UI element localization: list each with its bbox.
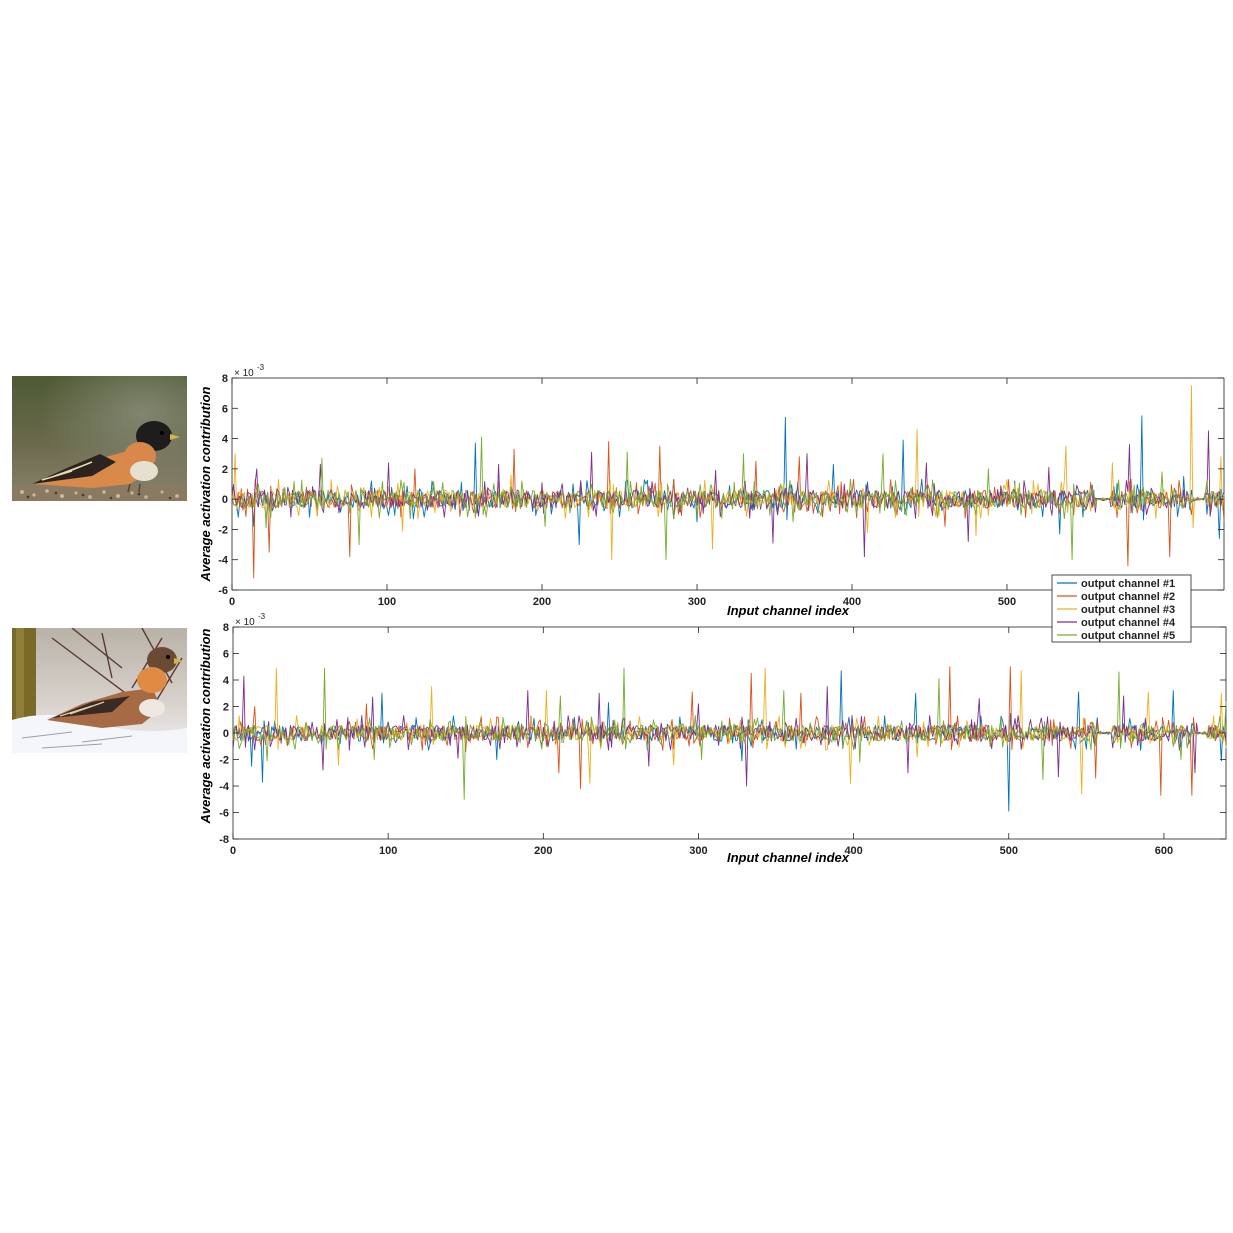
y-tick-label: 0 xyxy=(222,494,228,506)
y-tick-label: -6 xyxy=(218,585,228,597)
legend-label: output channel #5 xyxy=(1081,630,1175,642)
x-tick-label: 100 xyxy=(379,845,397,857)
x-tick-label: 0 xyxy=(230,845,236,857)
x-tick-label: 200 xyxy=(534,845,552,857)
series-group-top xyxy=(231,385,1225,579)
x-tick-label: 300 xyxy=(689,845,707,857)
y-tick-label: -8 xyxy=(219,834,229,846)
y-multiplier-top: × 10 xyxy=(234,368,254,379)
legend-label: output channel #4 xyxy=(1081,617,1176,629)
x-tick-label: 600 xyxy=(1155,845,1173,857)
x-tick-label: 400 xyxy=(844,845,862,857)
y-tick-label: 6 xyxy=(222,403,228,415)
y-ticks-bottom: -8 -6 -4 -2 0 2 4 6 8 xyxy=(219,622,1226,846)
y-tick-label: 2 xyxy=(222,464,228,476)
y-tick-label: 6 xyxy=(223,649,229,661)
series-line-5 xyxy=(232,667,1227,800)
x-tick-label: 500 xyxy=(1000,845,1018,857)
x-tick-label: 400 xyxy=(843,596,861,608)
legend-label: output channel #2 xyxy=(1081,591,1175,603)
y-tick-label: 8 xyxy=(223,622,229,634)
legend-label: output channel #3 xyxy=(1081,604,1175,616)
x-tick-label: 200 xyxy=(533,596,551,608)
y-tick-label: -6 xyxy=(219,808,229,820)
brambling-bird-on-seeds-image xyxy=(12,376,187,501)
x-tick-label: 300 xyxy=(688,596,706,608)
y-exponent-top: -3 xyxy=(257,363,265,372)
y-tick-label: 0 xyxy=(223,728,229,740)
y-tick-label: -4 xyxy=(219,781,230,793)
y-exponent-bottom: -3 xyxy=(258,612,266,621)
y-axis-label-bottom: Average activation contribution xyxy=(198,628,213,824)
y-tick-label: 8 xyxy=(222,373,228,385)
bird-photo-top xyxy=(12,376,187,501)
y-tick-label: 4 xyxy=(222,434,229,446)
series-line-5 xyxy=(231,436,1225,561)
series-line-4 xyxy=(231,430,1225,558)
x-tick-label: 500 xyxy=(998,596,1016,608)
y-tick-label: 2 xyxy=(223,702,229,714)
chart-bottom: 0 100 200 300 400 500 600 -8 -6 -4 -2 0 2 4 6 8 × 10 -… xyxy=(198,612,1227,865)
y-tick-label: -2 xyxy=(218,524,228,536)
y-multiplier-bottom: × 10 xyxy=(235,617,255,628)
legend-label: output channel #1 xyxy=(1081,578,1175,590)
brambling-bird-on-snow-image xyxy=(12,628,187,753)
y-tick-label: -2 xyxy=(219,755,229,767)
bird-photo-bottom xyxy=(12,628,187,753)
plot-area-top xyxy=(231,377,1225,591)
series-group-bottom xyxy=(232,666,1227,812)
series-line-1 xyxy=(232,670,1227,812)
x-axis-label-bottom: Input channel index xyxy=(727,850,850,865)
y-tick-label: 4 xyxy=(223,675,230,687)
x-tick-label: 0 xyxy=(229,596,235,608)
y-ticks-top: -6 -4 -2 0 2 4 6 8 xyxy=(218,373,1224,597)
chart-top: 0 100 200 300 400 500 -6 -4 -2 0 2 4 6 8 × 10 -3 Inp… xyxy=(198,363,1225,618)
x-ticks-bottom: 0 100 200 300 400 500 600 xyxy=(230,627,1173,857)
y-tick-label: -4 xyxy=(218,555,229,567)
x-tick-label: 100 xyxy=(378,596,396,608)
x-axis-label-top: Input channel index xyxy=(727,603,850,618)
x-ticks-top: 0 100 200 300 400 500 xyxy=(229,378,1016,608)
series-line-4 xyxy=(232,675,1227,787)
y-axis-label-top: Average activation contribution xyxy=(198,386,213,582)
